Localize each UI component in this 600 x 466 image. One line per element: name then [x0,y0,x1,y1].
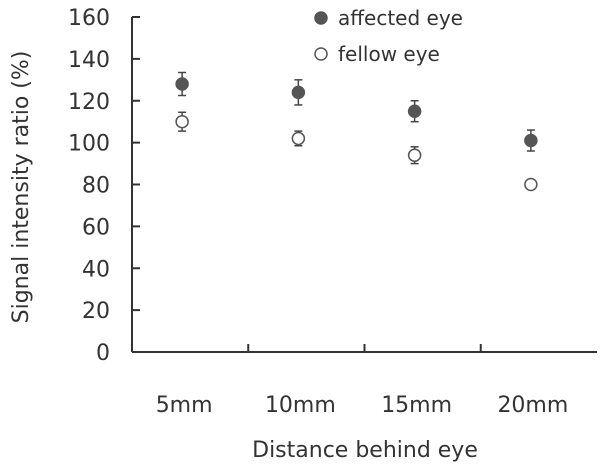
affected-eye-point [291,85,306,100]
y-tick-label: 60 [82,215,110,240]
y-axis-ticks: 0 20 40 60 80 100 120 140 160 [68,6,140,366]
y-tick-label: 140 [68,48,110,73]
y-tick-label: 20 [82,299,110,324]
fellow-eye-point [291,131,306,146]
data-marks [175,71,538,192]
y-tick-label: 160 [68,6,110,31]
fellow-eye-point [175,114,189,129]
affected-eye-point [407,104,422,118]
affected-eye-point [175,77,189,91]
y-tick-label: 0 [96,341,110,366]
legend-marker [314,11,328,25]
legend-label: fellow eye [338,42,440,66]
fellow-eye-point [524,177,538,192]
affected-eye-point [524,133,538,148]
y-tick-label: 100 [68,132,110,157]
y-tick-label: 80 [82,174,110,199]
legend-label: affected eye [338,6,463,30]
x-tick-label: 10mm [265,393,336,418]
x-axis-label: Distance behind eye [252,438,478,463]
x-tick-label: 15mm [381,393,452,418]
y-tick-label: 40 [82,257,110,282]
x-tick-label: 20mm [497,393,568,418]
legend: affected eye fellow eye [314,6,463,66]
y-tick-label: 120 [68,90,110,115]
x-tick-label: 5mm [156,393,213,418]
y-axis-label: Signal intensity ratio (%) [9,51,34,324]
x-axis-ticks: 5mm 10mm 15mm 20mm [156,344,568,418]
fellow-eye-point [407,148,422,162]
legend-marker [314,47,328,61]
